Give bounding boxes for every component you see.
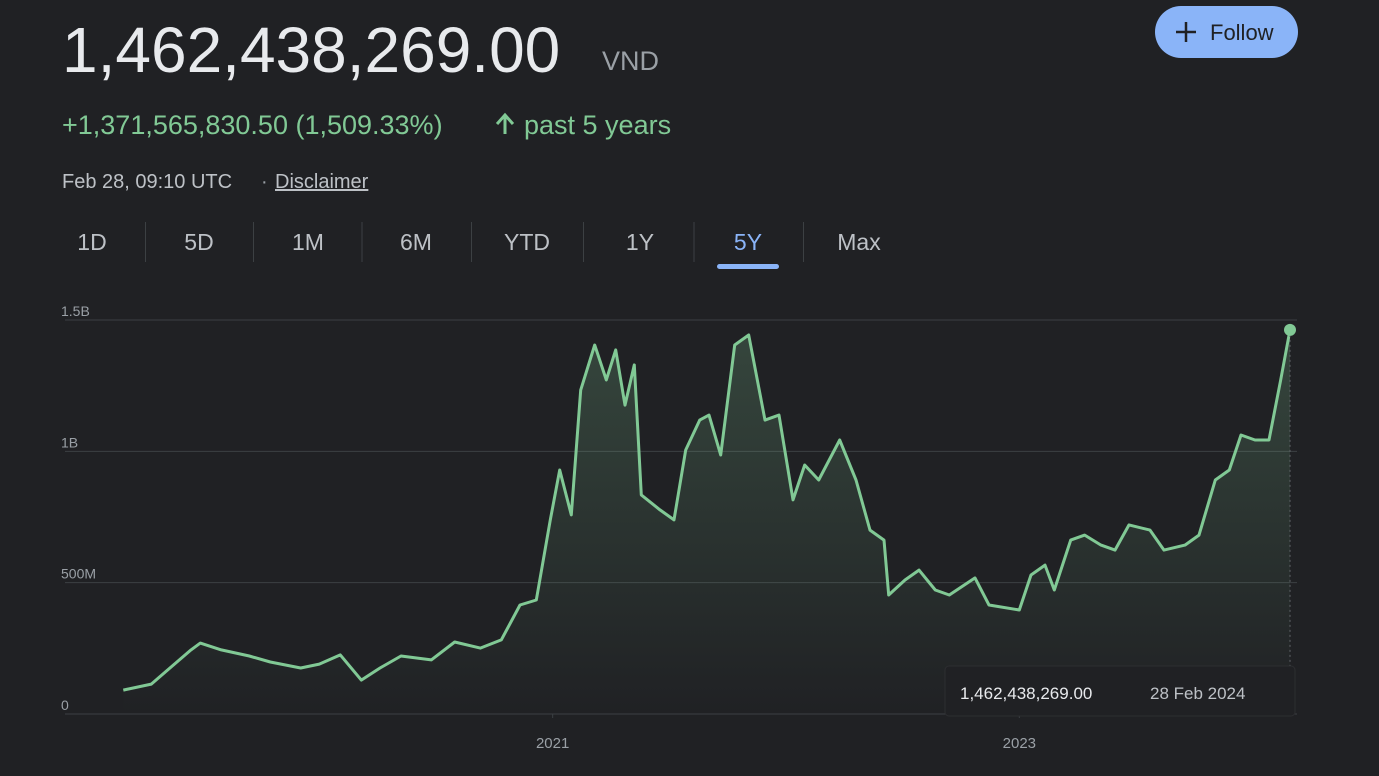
range-tab[interactable]: 1M: [292, 229, 324, 255]
tooltip-bg: [944, 665, 1296, 717]
price: 1,462,438,269.00: [62, 14, 560, 86]
disclaimer-link[interactable]: Disclaimer: [275, 171, 369, 193]
range-tab[interactable]: 1Y: [626, 229, 654, 255]
price-line: [122, 329, 1292, 692]
change: +1,371,565,830.50 (1,509.33%): [62, 110, 443, 140]
separator: ·: [261, 171, 268, 193]
range-tab[interactable]: 1D: [77, 229, 106, 255]
timestamp: Feb 28, 09:10 UTC: [62, 171, 232, 193]
y-tick-label: 1.5B: [61, 303, 90, 319]
end-point: [1284, 323, 1296, 336]
currency: VND: [602, 46, 659, 76]
plus-icon: [1176, 22, 1196, 42]
range-tab[interactable]: 6M: [400, 229, 432, 255]
follow-button[interactable]: Follow: [1155, 6, 1298, 58]
follow-button-bg[interactable]: [1155, 6, 1298, 58]
tooltip-date: 28 Feb 2024: [1150, 684, 1245, 703]
y-tick-label: 1B: [61, 434, 78, 450]
tooltip-value: 1,462,438,269.00: [960, 684, 1092, 703]
x-tick-label: 2021: [536, 735, 569, 752]
range-tabs: 1D 5D 1M 6M YTD 1Y 5Y Max: [77, 222, 881, 269]
follow-label[interactable]: Follow: [1210, 20, 1274, 45]
period: past 5 years: [524, 110, 671, 140]
range-tab[interactable]: Max: [837, 229, 881, 255]
range-tab[interactable]: 5D: [184, 229, 213, 255]
x-tick-label: 2023: [1003, 735, 1036, 752]
y-tick-label: 0: [61, 697, 69, 713]
selected-underline: [717, 264, 779, 269]
up-arrow: [495, 112, 515, 134]
range-tab[interactable]: YTD: [504, 229, 550, 255]
range-tab[interactable]: 5Y: [734, 229, 762, 255]
y-tick-label: 500M: [61, 566, 96, 582]
chart: 0 500M 1B 1.5B 2021 2023 1,462,438,269.00 28 Fe…: [61, 303, 1297, 752]
area-fill: [123, 329, 1290, 714]
